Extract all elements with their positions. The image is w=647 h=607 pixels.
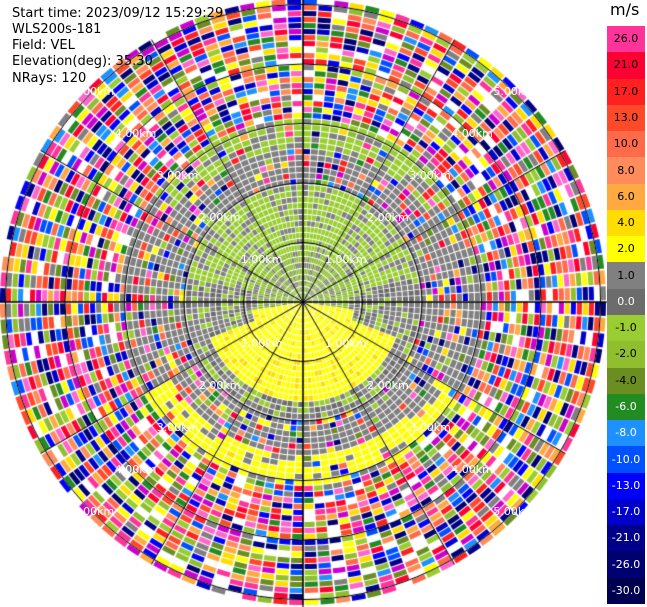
range-ring-label: 2.00km — [198, 379, 241, 393]
colorbar-tick-label: -10.0 — [611, 452, 641, 466]
colorbar-segment — [607, 157, 645, 185]
colorbar-tick-label: 10.0 — [613, 137, 639, 151]
range-ring-label: 4.00km — [451, 126, 493, 140]
range-ring-label: 3.00km — [409, 168, 451, 182]
colorbar-tick-label: 6.0 — [617, 189, 635, 203]
colorbar-tick-label: 21.0 — [613, 58, 639, 72]
colorbar-segment — [607, 498, 645, 526]
colorbar-segment — [607, 131, 645, 158]
colorbar-segment — [607, 577, 645, 605]
colorbar-segment — [607, 420, 645, 447]
colorbar-tick-label: -8.0 — [615, 426, 637, 440]
colorbar-segment — [607, 183, 645, 211]
colorbar-segment — [607, 52, 645, 80]
colorbar-segment — [607, 209, 645, 237]
colorbar-segment — [607, 262, 645, 290]
colorbar-segment — [607, 236, 645, 263]
range-ring-label: 5.00km — [493, 84, 535, 98]
colorbar-tick-label: -30.0 — [611, 583, 641, 597]
colorbar-segment — [607, 551, 645, 579]
range-ring-label: 3.00km — [156, 168, 199, 182]
colorbar-segment — [607, 472, 645, 500]
colorbar-segment — [607, 446, 645, 474]
range-ring-label: 4.00km — [114, 126, 157, 140]
colorbar-segment — [607, 525, 645, 552]
colorbar-tick-label: 1.0 — [617, 268, 635, 282]
colorbar-segment — [607, 341, 645, 369]
colorbar-tick-label: 4.0 — [617, 216, 635, 230]
colorbar-tick-label: 13.0 — [613, 110, 639, 124]
colorbar-tick-label: -21.0 — [611, 531, 641, 545]
range-ring-label: 5.00km — [72, 84, 115, 98]
elevation-label: Elevation(deg): 35.30 — [12, 54, 153, 69]
colorbar-tick-label: 8.0 — [617, 163, 635, 177]
colorbar-tick-label: 26.0 — [613, 32, 639, 46]
colorbar-tick-label: 0.0 — [617, 294, 635, 308]
ppi-scan-plot — [0, 0, 607, 607]
nrays-label: NRays: 120 — [12, 71, 87, 86]
colorbar-segment — [607, 78, 645, 106]
colorbar-tick-label: -26.0 — [611, 557, 641, 571]
colorbar-tick-label: -2.0 — [615, 347, 637, 361]
instrument-label: WLS200s-181 — [12, 22, 102, 37]
colorbar-segment — [607, 315, 645, 342]
colorbar-segment — [607, 26, 645, 53]
colorbar-segment — [607, 104, 645, 132]
field-label: Field: VEL — [12, 38, 75, 53]
start-time-label: Start time: 2023/09/12 15:29:29 — [12, 6, 224, 21]
range-ring-label: 5.00km — [72, 505, 115, 519]
range-ring-label: 5.00km — [493, 505, 535, 519]
colorbar-tick-label: -6.0 — [615, 399, 637, 413]
range-ring-label: 2.00km — [198, 210, 241, 224]
range-ring-label: 2.00km — [367, 210, 409, 224]
colorbar-unit: m/s — [610, 0, 640, 19]
range-ring-label: 3.00km — [156, 421, 199, 435]
range-ring-label: 1.00km — [240, 252, 283, 266]
range-ring-label: 3.00km — [409, 421, 451, 435]
colorbar-segment — [607, 393, 645, 421]
colorbar-tick-label: -17.0 — [611, 505, 641, 519]
colorbar-tick-label: -1.0 — [615, 321, 637, 335]
colorbar: 26.0 21.0 17.0 13.0 10.0 8.0 6.0 4.0 2.0 1.0 0.0 -1… — [607, 26, 645, 605]
colorbar-segment — [607, 288, 645, 316]
range-ring-label: 1.00km — [325, 252, 367, 266]
colorbar-tick-label: -4.0 — [615, 373, 637, 387]
range-ring-label: 1.00km — [325, 337, 367, 351]
colorbar-tick-label: 17.0 — [613, 84, 639, 98]
range-ring-label: 2.00km — [367, 379, 409, 393]
colorbar-tick-label: -13.0 — [611, 478, 641, 492]
colorbar-segment — [607, 367, 645, 395]
range-ring-label: 4.00km — [114, 463, 157, 477]
range-ring-label: 1.00km — [240, 337, 283, 351]
colorbar-tick-label: 2.0 — [617, 242, 635, 256]
range-ring-label: 4.00km — [451, 463, 493, 477]
